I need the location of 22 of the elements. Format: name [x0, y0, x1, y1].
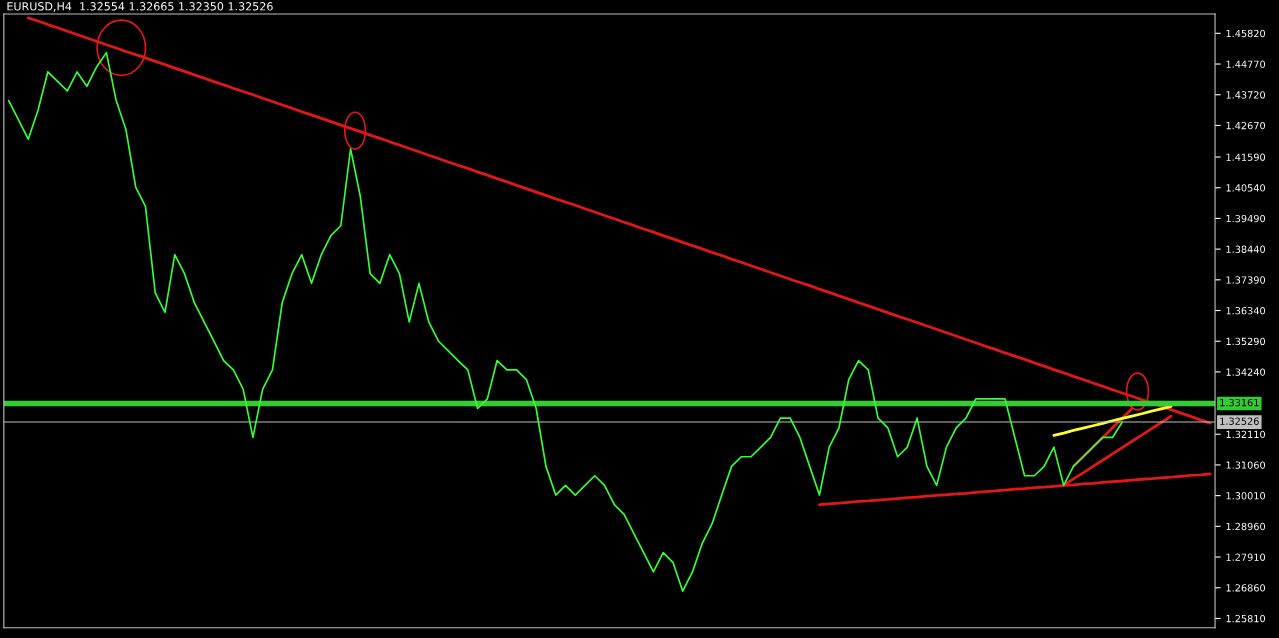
y-tick-label: 1.25810 [1226, 614, 1266, 623]
y-tick-label: 1.28960 [1226, 522, 1266, 531]
y-tick-label: 1.31060 [1226, 461, 1266, 469]
y-tick-label: 1.38440 [1226, 245, 1266, 253]
y-tick-label: 1.35290 [1226, 337, 1266, 346]
y-tick-label: 1.32110 [1226, 430, 1266, 439]
y-tick-label: 1.41590 [1226, 153, 1266, 161]
y-tick-label: 1.40540 [1226, 184, 1266, 192]
y-tick-label: 1.30010 [1226, 492, 1266, 500]
y-tick-label: 1.27910 [1226, 553, 1266, 561]
chart-title: EURUSD,H4 1.32554 1.32665 1.32350 1.32526 [7, 2, 273, 12]
y-tick-label: 1.39490 [1226, 214, 1266, 223]
y-tick-label: 1.44770 [1226, 60, 1266, 68]
y-tick-label: 1.36340 [1226, 307, 1266, 315]
y-tick-label: 1.34240 [1226, 368, 1266, 376]
y-tick-label: 1.26860 [1226, 584, 1266, 592]
y-tick-label: 1.43720 [1226, 91, 1266, 99]
y-tick-label: 1.37390 [1226, 276, 1266, 284]
y-tick-label: 1.45820 [1226, 29, 1266, 38]
ref-line-label: 1.32526 [1220, 417, 1259, 425]
ref-line-label: 1.33161 [1220, 398, 1259, 407]
y-tick-label: 1.42670 [1226, 121, 1266, 130]
